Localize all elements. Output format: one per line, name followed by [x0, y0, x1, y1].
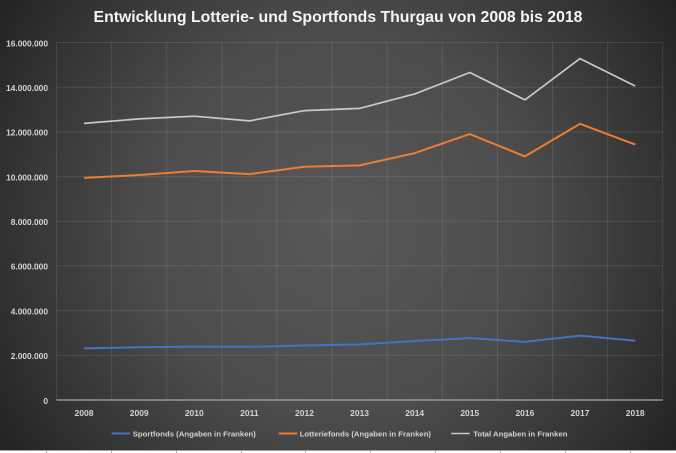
svg-text:Lotteriefonds (Angaben in Fran: Lotteriefonds (Angaben in Franken): [300, 429, 432, 438]
svg-text:Sportfonds (Angaben in Franken: Sportfonds (Angaben in Franken): [133, 429, 257, 438]
svg-text:2015: 2015: [460, 408, 479, 418]
svg-text:14.000.000: 14.000.000: [6, 83, 48, 93]
svg-text:10.000.000: 10.000.000: [6, 172, 48, 182]
svg-text:2013: 2013: [350, 408, 369, 418]
svg-text:12.000.000: 12.000.000: [6, 128, 48, 138]
svg-text:2017: 2017: [571, 408, 590, 418]
svg-text:2.000.000: 2.000.000: [11, 351, 49, 361]
svg-text:2016: 2016: [515, 408, 534, 418]
svg-text:2018: 2018: [626, 408, 645, 418]
svg-text:8.000.000: 8.000.000: [11, 217, 49, 227]
svg-text:Entwicklung Lotterie- und Spor: Entwicklung Lotterie- und Sportfonds Thu…: [94, 9, 583, 26]
svg-text:2011: 2011: [240, 408, 259, 418]
svg-text:2010: 2010: [185, 408, 204, 418]
svg-text:2009: 2009: [130, 408, 149, 418]
svg-text:0: 0: [43, 396, 48, 406]
svg-text:6.000.000: 6.000.000: [11, 262, 49, 272]
svg-text:Total Angaben in Franken: Total Angaben in Franken: [473, 429, 568, 438]
svg-text:2012: 2012: [295, 408, 314, 418]
svg-text:2014: 2014: [405, 408, 424, 418]
svg-text:16.000.000: 16.000.000: [6, 38, 48, 48]
svg-text:4.000.000: 4.000.000: [11, 306, 49, 316]
svg-text:2008: 2008: [75, 408, 94, 418]
